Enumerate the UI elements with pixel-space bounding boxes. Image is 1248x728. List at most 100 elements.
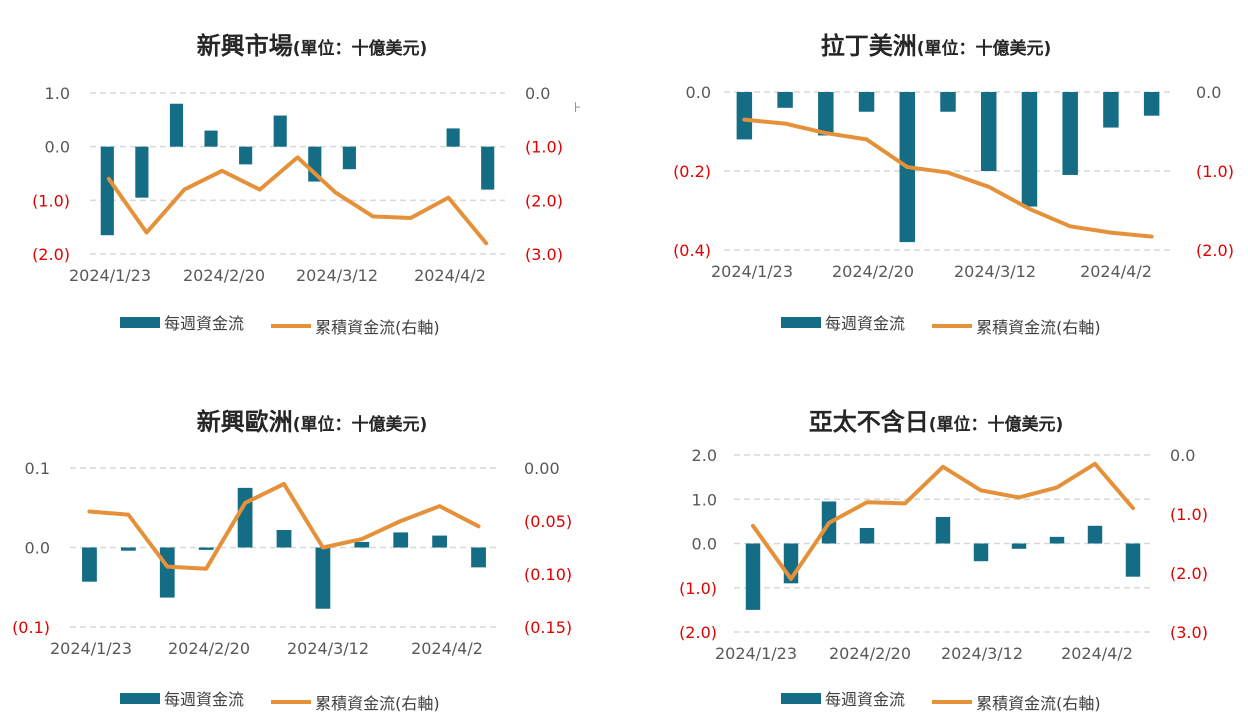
right-axis-tick-label: 0.0 (1170, 446, 1195, 465)
line-point (322, 547, 324, 548)
left-axis-tick-label: 0.0 (686, 83, 711, 102)
line-point (1018, 496, 1020, 498)
bar-weekly-flow (1143, 92, 1160, 116)
x-axis-tick-label: 2024/3/12 (941, 644, 1023, 663)
bar-weekly-flow (1049, 536, 1065, 544)
legend-item-cumulative: 累積資金流(右軸) (271, 690, 440, 714)
bar-weekly-flow (169, 103, 184, 147)
legend-label-cumulative: 累積資金流(右軸) (976, 317, 1101, 337)
bar-weekly-flow (135, 146, 149, 198)
line-point (1110, 232, 1112, 234)
line-point (752, 525, 754, 527)
bar-weekly-flow (1011, 543, 1027, 549)
line-point (166, 566, 168, 568)
left-axis-tick-label: 0.0 (45, 138, 70, 157)
line-point (743, 119, 745, 121)
line-point (400, 520, 402, 522)
line-point (1028, 208, 1030, 210)
bar-weekly-flow (777, 92, 793, 108)
bar-weekly-flow (354, 541, 370, 548)
line-point (244, 502, 246, 504)
line-cumulative-flow (87, 481, 481, 571)
bar-weekly-flow (204, 130, 218, 147)
legend-item-weekly: 每週資金流 (120, 310, 244, 334)
bar-weekly-flow (446, 128, 460, 147)
bar-weekly-flow (980, 92, 997, 171)
x-axis-tick-label: 2024/4/2 (1080, 262, 1152, 281)
chart-title: 新興市場(單位：十億美元) (0, 26, 624, 61)
legend-label-weekly: 每週資金流 (825, 690, 906, 709)
chart-panel-asia-pacific-ex-japan: 亞太不含日(單位：十億美元) 2.0 1.0 0.0 (1.0) (2.0) 0.0 (1.… (624, 364, 1248, 728)
right-axis-tick-label: (3.0) (1170, 623, 1208, 642)
line-point (259, 189, 261, 191)
x-axis-tick-label: 2024/3/12 (954, 262, 1036, 281)
bar-weekly-flow (432, 535, 448, 548)
line-point (221, 170, 223, 172)
legend-swatch-line (932, 699, 973, 704)
bar-weekly-flow (237, 487, 253, 548)
bar-weekly-flow (736, 92, 753, 140)
bar-weekly-flow (1087, 525, 1103, 544)
line-point (1069, 225, 1071, 227)
left-axis-tick-label: 0.0 (25, 539, 50, 558)
right-axis-tick-label: 0.00 (524, 459, 560, 478)
line-point (828, 522, 830, 524)
left-axis-tick-label: 1.0 (45, 84, 70, 103)
legend-swatch-bar (120, 692, 160, 704)
chart-title: 亞太不含日(單位：十億美元) (624, 402, 1248, 437)
bar-weekly-flow (1021, 92, 1038, 207)
right-axis-tick-label: (0.10) (524, 565, 572, 584)
right-axis-tick-label: (0.05) (524, 512, 572, 531)
x-axis-tick-label: 2024/4/2 (1061, 644, 1133, 663)
right-axis-tick-label: (1.0) (1170, 505, 1208, 524)
x-axis-tick-label: 2024/2/20 (829, 644, 911, 663)
line-point (439, 505, 441, 507)
legend-swatch-line (271, 323, 312, 328)
right-axis-tick-label: 0.0 (1196, 83, 1221, 102)
bar-weekly-flow (315, 547, 331, 609)
chart-panel-emerging-europe: 新興歐洲(單位：十億美元) 0.1 0.0 (0.1) 0.00 (0.05) (0.10… (0, 364, 624, 728)
bar-weekly-flow (940, 92, 956, 112)
left-axis-tick-label: (0.4) (673, 241, 711, 260)
line-point (447, 197, 449, 199)
chart-title-unit: (單位：十億美元) (292, 39, 428, 59)
chart-legend: 每週資金流 累積資金流(右軸) (120, 686, 462, 714)
left-axis-tick-label: 0.1 (25, 459, 50, 478)
right-axis-tick-label: (3.0) (525, 245, 563, 264)
line-cumulative-flow (742, 117, 1154, 239)
left-axis-tick-label: 0.0 (692, 535, 717, 554)
line-point (1094, 463, 1096, 465)
bar-weekly-flow (935, 516, 951, 544)
bar-weekly-flow (393, 532, 409, 548)
legend-item-cumulative: 累積資金流(右軸) (932, 314, 1101, 338)
line-point (904, 502, 906, 504)
legend-label-cumulative: 累積資金流(右軸) (315, 317, 440, 337)
line-point (790, 578, 792, 580)
line-point (980, 489, 982, 491)
chart-title-unit: (單位：十億美元) (292, 415, 428, 435)
right-axis-tick-label: (2.0) (1196, 241, 1234, 260)
x-axis-tick-label: 2024/3/12 (287, 639, 369, 658)
line-point (866, 138, 868, 140)
x-axis-tick-label: 2024/3/12 (296, 266, 378, 285)
x-axis-tick-label: 2024/4/2 (411, 639, 483, 658)
chart-title: 新興歐洲(單位：十億美元) (0, 402, 624, 437)
legend-item-cumulative: 累積資金流(右軸) (271, 314, 440, 338)
x-axis-tick-label: 2024/2/20 (183, 266, 265, 285)
bar-weekly-flow (471, 547, 486, 568)
line-point (334, 191, 336, 193)
left-axis-tick-label: (1.0) (32, 191, 70, 210)
bar-weekly-flow (198, 547, 214, 550)
legend-swatch-line (932, 323, 973, 328)
chart-title-main: 拉丁美洲 (820, 32, 917, 60)
x-axis-tick-label: 2024/1/23 (715, 644, 797, 663)
legend-swatch-bar (120, 316, 160, 328)
line-point (947, 172, 949, 174)
line-point (988, 186, 990, 188)
left-axis-tick-label: (2.0) (679, 623, 717, 642)
line-point (283, 483, 285, 485)
chart-title: 拉丁美洲(單位：十億美元) (624, 26, 1248, 61)
legend-label-cumulative: 累積資金流(右軸) (976, 693, 1101, 713)
line-point (1132, 507, 1134, 509)
bar-weekly-flow (745, 543, 761, 610)
